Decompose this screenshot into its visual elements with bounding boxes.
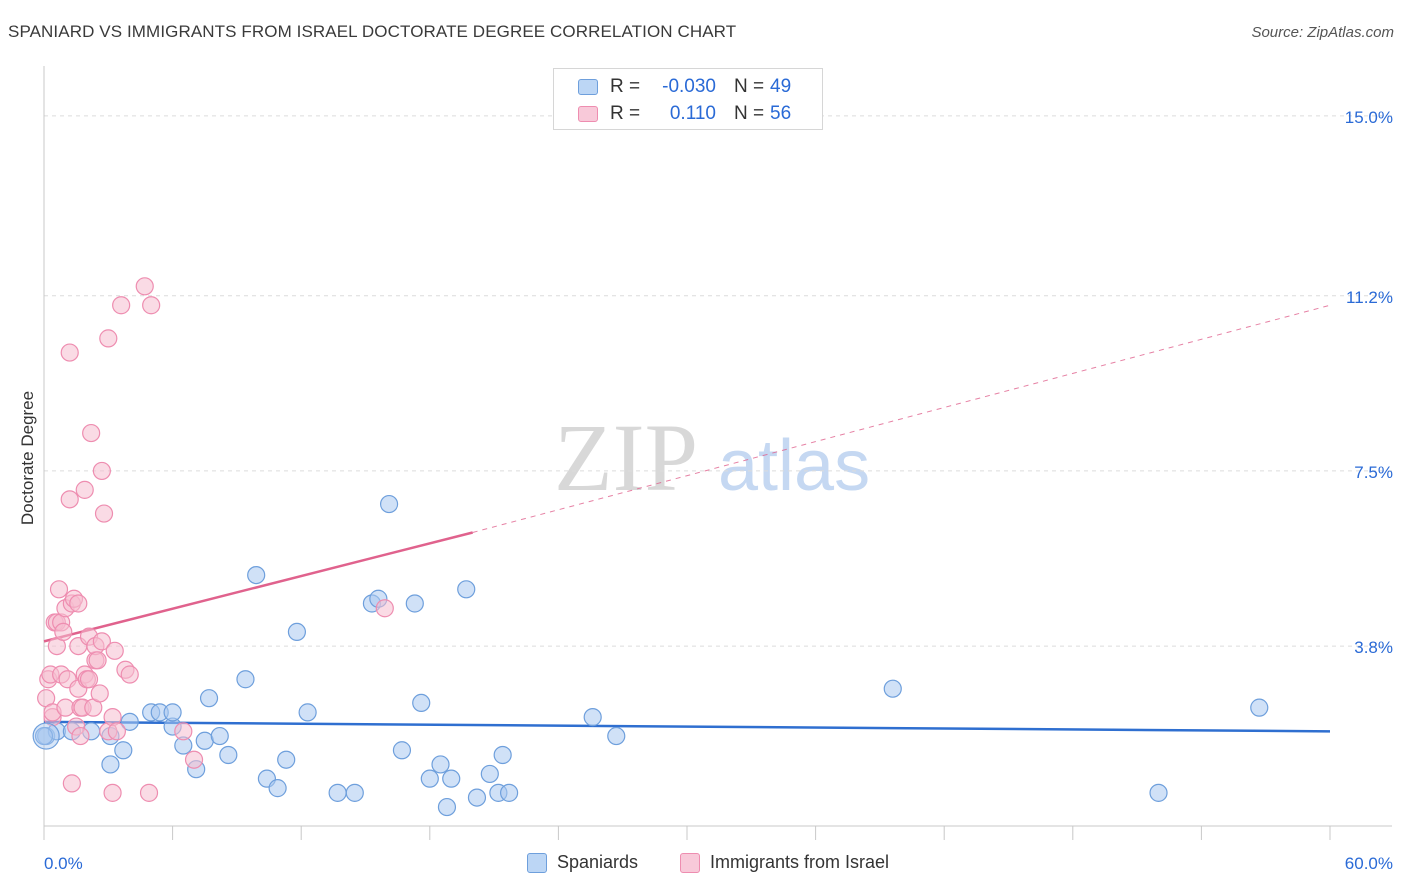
data-point-israel	[54, 622, 73, 641]
data-point-israel	[94, 504, 114, 523]
data-point-spaniards	[405, 594, 424, 613]
data-point-spaniards	[163, 703, 182, 722]
data-point-spaniards	[467, 788, 487, 807]
y-tick-label: 15.0%	[1345, 108, 1393, 127]
y-tick-label: 3.8%	[1354, 638, 1393, 657]
source-label: Source: ZipAtlas.com	[1251, 24, 1394, 41]
data-point-israel	[107, 722, 126, 741]
data-point-spaniards	[1149, 783, 1168, 802]
data-point-israel	[120, 665, 139, 684]
data-point-spaniards	[500, 783, 519, 802]
data-point-israel	[69, 594, 88, 613]
data-point-spaniards	[607, 726, 626, 746]
y-tick-label: 7.5%	[1354, 463, 1393, 482]
legend-swatch-blue	[527, 852, 547, 873]
data-point-israel	[92, 632, 111, 651]
legend-row-spaniards: R = -0.030 N = 49	[578, 75, 791, 99]
legend-label-spaniards: Spaniards	[557, 852, 639, 872]
data-point-spaniards	[199, 689, 219, 708]
data-point-israel	[99, 329, 118, 348]
legend-n-value: 56	[770, 103, 792, 124]
data-point-israel	[90, 684, 109, 703]
data-point-spaniards	[883, 679, 902, 698]
data-point-israel	[184, 750, 204, 769]
legend-n-value: 49	[770, 76, 792, 97]
legend-n-label: N =	[734, 76, 765, 97]
data-point-spaniards	[392, 741, 412, 760]
data-point-spaniards	[287, 622, 307, 641]
data-point-spaniards	[120, 712, 139, 731]
data-point-spaniards	[236, 670, 255, 689]
series-legend: Spaniards Immigrants from Israel	[0, 852, 1406, 878]
data-point-israel	[135, 277, 154, 296]
data-point-spaniards	[437, 797, 457, 817]
data-point-spaniards	[412, 693, 431, 713]
data-point-israel	[60, 490, 79, 509]
x-tick-label-left: 0.0%	[44, 854, 83, 873]
watermark: ZIP atlas	[554, 404, 870, 511]
trend-line-israel	[472, 304, 1331, 533]
watermark-atlas: atlas	[718, 426, 870, 506]
data-point-spaniards	[493, 745, 512, 765]
legend-swatch-pink	[578, 106, 598, 122]
chart-title: SPANIARD VS IMMIGRANTS FROM ISRAEL DOCTO…	[8, 22, 737, 41]
trend-line-spaniards	[43, 720, 1331, 733]
legend-r-value: -0.030	[662, 76, 716, 97]
legend-item-spaniards[interactable]: Spaniards	[527, 852, 638, 873]
legend-r-label: R =	[610, 76, 641, 97]
data-point-israel	[88, 651, 107, 670]
data-point-spaniards	[431, 755, 450, 774]
data-point-spaniards	[210, 726, 229, 746]
data-point-israel	[139, 783, 159, 802]
data-point-spaniards	[457, 580, 476, 599]
data-point-israel	[82, 423, 101, 443]
legend-label-israel: Immigrants from Israel	[710, 852, 890, 872]
data-point-spaniards	[1250, 698, 1269, 717]
legend-r-label: R =	[610, 103, 641, 124]
data-point-israel	[71, 726, 90, 746]
data-point-israel	[75, 480, 94, 499]
legend-item-israel[interactable]: Immigrants from Israel	[680, 852, 889, 873]
data-point-israel	[92, 461, 111, 481]
data-point-israel	[112, 296, 131, 315]
data-point-spaniards	[101, 755, 120, 774]
data-point-spaniards-cluster	[32, 722, 60, 750]
data-point-israel	[105, 641, 124, 660]
data-point-spaniards	[195, 731, 214, 750]
correlation-legend: R = -0.030 N = 49 R = 0.110 N = 56	[553, 68, 823, 130]
data-point-spaniards	[583, 708, 602, 727]
data-point-israel	[79, 670, 99, 689]
legend-swatch-blue	[578, 79, 598, 95]
legend-row-israel: R = 0.110 N = 56	[578, 102, 791, 126]
data-point-spaniards	[219, 745, 238, 765]
data-point-israel	[375, 599, 394, 618]
x-tick-label-right: 60.0%	[1345, 854, 1393, 873]
data-point-spaniards	[277, 750, 296, 769]
data-point-spaniards	[480, 764, 499, 784]
data-point-spaniards	[345, 783, 364, 802]
data-point-spaniards	[379, 494, 399, 514]
data-point-spaniards	[328, 783, 347, 802]
legend-swatch-pink	[680, 852, 700, 873]
legend-n-label: N =	[734, 103, 765, 124]
watermark-zip: ZIP	[554, 404, 698, 511]
trend-line-israel	[43, 531, 473, 643]
data-point-israel	[142, 296, 161, 315]
data-point-israel	[60, 343, 79, 362]
data-point-spaniards	[420, 769, 439, 788]
data-point-israel	[103, 783, 122, 802]
data-point-israel	[174, 722, 193, 741]
data-point-spaniards	[442, 769, 461, 788]
data-point-spaniards	[268, 779, 287, 798]
legend-r-value: 0.110	[669, 103, 716, 124]
y-tick-label: 11.2%	[1346, 288, 1393, 307]
data-point-spaniards	[34, 726, 54, 746]
data-point-israel	[49, 580, 69, 599]
data-point-spaniards	[298, 703, 317, 722]
data-point-israel	[62, 774, 81, 793]
data-point-spaniards	[114, 741, 133, 760]
data-point-spaniards	[247, 565, 266, 585]
